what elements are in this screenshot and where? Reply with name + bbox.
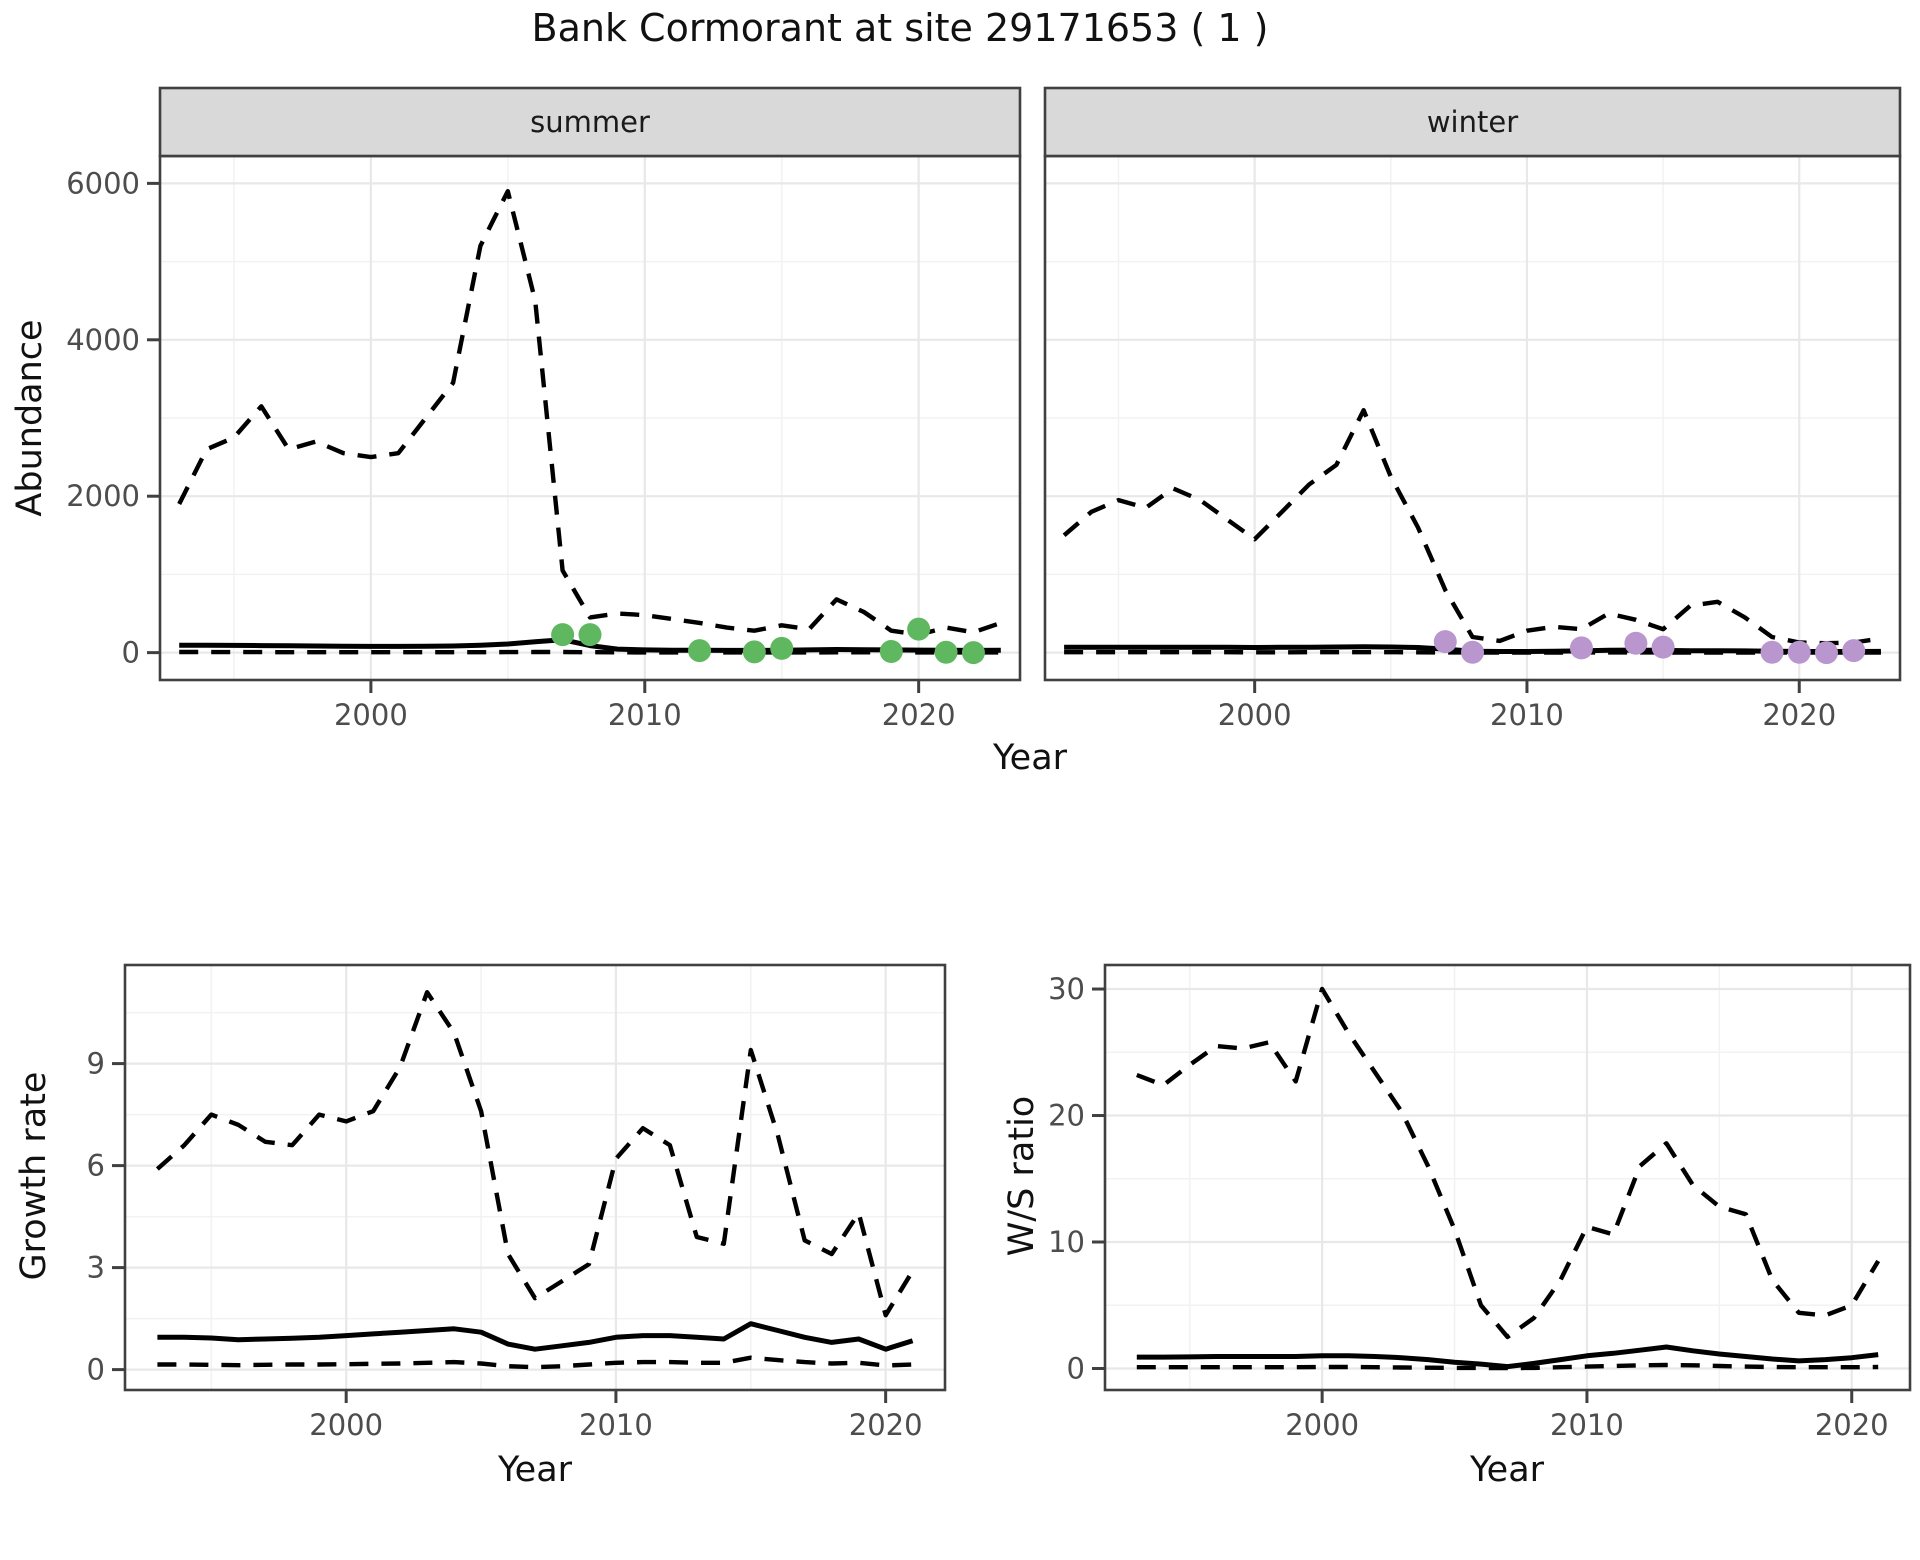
panel-background bbox=[125, 965, 945, 1390]
y-tick-label: 4000 bbox=[66, 323, 140, 357]
y-tick-label: 10 bbox=[1048, 1225, 1085, 1259]
y-tick-label: 6 bbox=[87, 1149, 105, 1183]
observed_counts_summer-point bbox=[742, 640, 766, 664]
x-tick-label: 2000 bbox=[1218, 698, 1292, 732]
observed_counts_winter-point bbox=[1651, 635, 1675, 659]
observed_counts_winter-point bbox=[1760, 640, 1784, 664]
x-axis-label-year-bottom-left: Year bbox=[497, 1450, 573, 1490]
panel-border bbox=[123, 963, 947, 1392]
observed_counts_summer-point bbox=[907, 617, 931, 641]
observed_counts_winter-point bbox=[1814, 641, 1838, 665]
observed_counts_winter-point bbox=[1433, 630, 1457, 654]
y-axis-label-growth-rate: Growth rate bbox=[14, 1071, 54, 1281]
y-tick-label: 0 bbox=[87, 1353, 105, 1387]
x-tick-label: 2020 bbox=[1815, 1408, 1889, 1442]
y-tick-label: 2000 bbox=[66, 479, 140, 513]
observed_counts_winter-point bbox=[1787, 640, 1811, 664]
upper_95ci-line bbox=[177, 189, 1002, 637]
observed_counts_summer-point bbox=[879, 639, 903, 663]
observed_counts_summer-point bbox=[770, 636, 794, 660]
y-tick-label: 3 bbox=[87, 1251, 105, 1285]
lower_95ci-line bbox=[1136, 1362, 1879, 1371]
facet-strip-label: winter bbox=[1427, 105, 1518, 139]
upper_95ci-line bbox=[155, 990, 915, 1318]
y-axis-label-abundance: Abundance bbox=[10, 319, 50, 517]
y-tick-label: 30 bbox=[1048, 972, 1085, 1006]
facet-strip bbox=[158, 86, 1022, 158]
chart-title: Bank Cormorant at site 29171653 ( 1 ) bbox=[531, 6, 1269, 50]
x-tick-label: 2000 bbox=[334, 698, 408, 732]
y-tick-label: 6000 bbox=[66, 166, 140, 200]
y-tick-label: 0 bbox=[1067, 1351, 1085, 1385]
facet-strip-label: summer bbox=[530, 105, 650, 139]
observed_counts_winter-point bbox=[1569, 636, 1593, 660]
y-axis-label-ws-ratio: W/S ratio bbox=[1002, 1095, 1042, 1257]
x-axis-label-year-top: Year bbox=[992, 738, 1068, 778]
y-tick-label: 0 bbox=[122, 636, 140, 670]
upper_95ci-line bbox=[1062, 408, 1882, 646]
observed_counts_summer-point bbox=[578, 623, 602, 647]
panel-border bbox=[1103, 963, 1912, 1392]
x-axis-label-year-bottom-right: Year bbox=[1469, 1450, 1545, 1490]
x-tick-label: 2010 bbox=[579, 1408, 653, 1442]
median-line bbox=[157, 1321, 914, 1352]
observed_counts_summer-point bbox=[934, 640, 958, 664]
x-tick-label: 2010 bbox=[1490, 698, 1564, 732]
observed_counts_winter-point bbox=[1461, 640, 1484, 664]
upper_95ci-line bbox=[1136, 986, 1881, 1340]
observed_counts_summer-point bbox=[688, 639, 712, 663]
x-tick-label: 2000 bbox=[1285, 1408, 1359, 1442]
panel-background bbox=[1105, 965, 1910, 1390]
facet-strip bbox=[1043, 86, 1902, 158]
observed_counts_winter-point bbox=[1624, 631, 1648, 655]
x-tick-label: 2000 bbox=[309, 1408, 383, 1442]
x-tick-label: 2020 bbox=[1762, 698, 1836, 732]
x-tick-label: 2020 bbox=[882, 698, 956, 732]
observed_counts_winter-point bbox=[1842, 639, 1866, 663]
observed_counts_summer-point bbox=[961, 641, 985, 665]
x-tick-label: 2010 bbox=[1550, 1408, 1624, 1442]
x-tick-label: 2020 bbox=[849, 1408, 923, 1442]
y-tick-label: 20 bbox=[1048, 1099, 1085, 1133]
x-tick-label: 2010 bbox=[608, 698, 682, 732]
y-tick-label: 9 bbox=[87, 1047, 105, 1081]
observed_counts_summer-point bbox=[551, 623, 575, 647]
